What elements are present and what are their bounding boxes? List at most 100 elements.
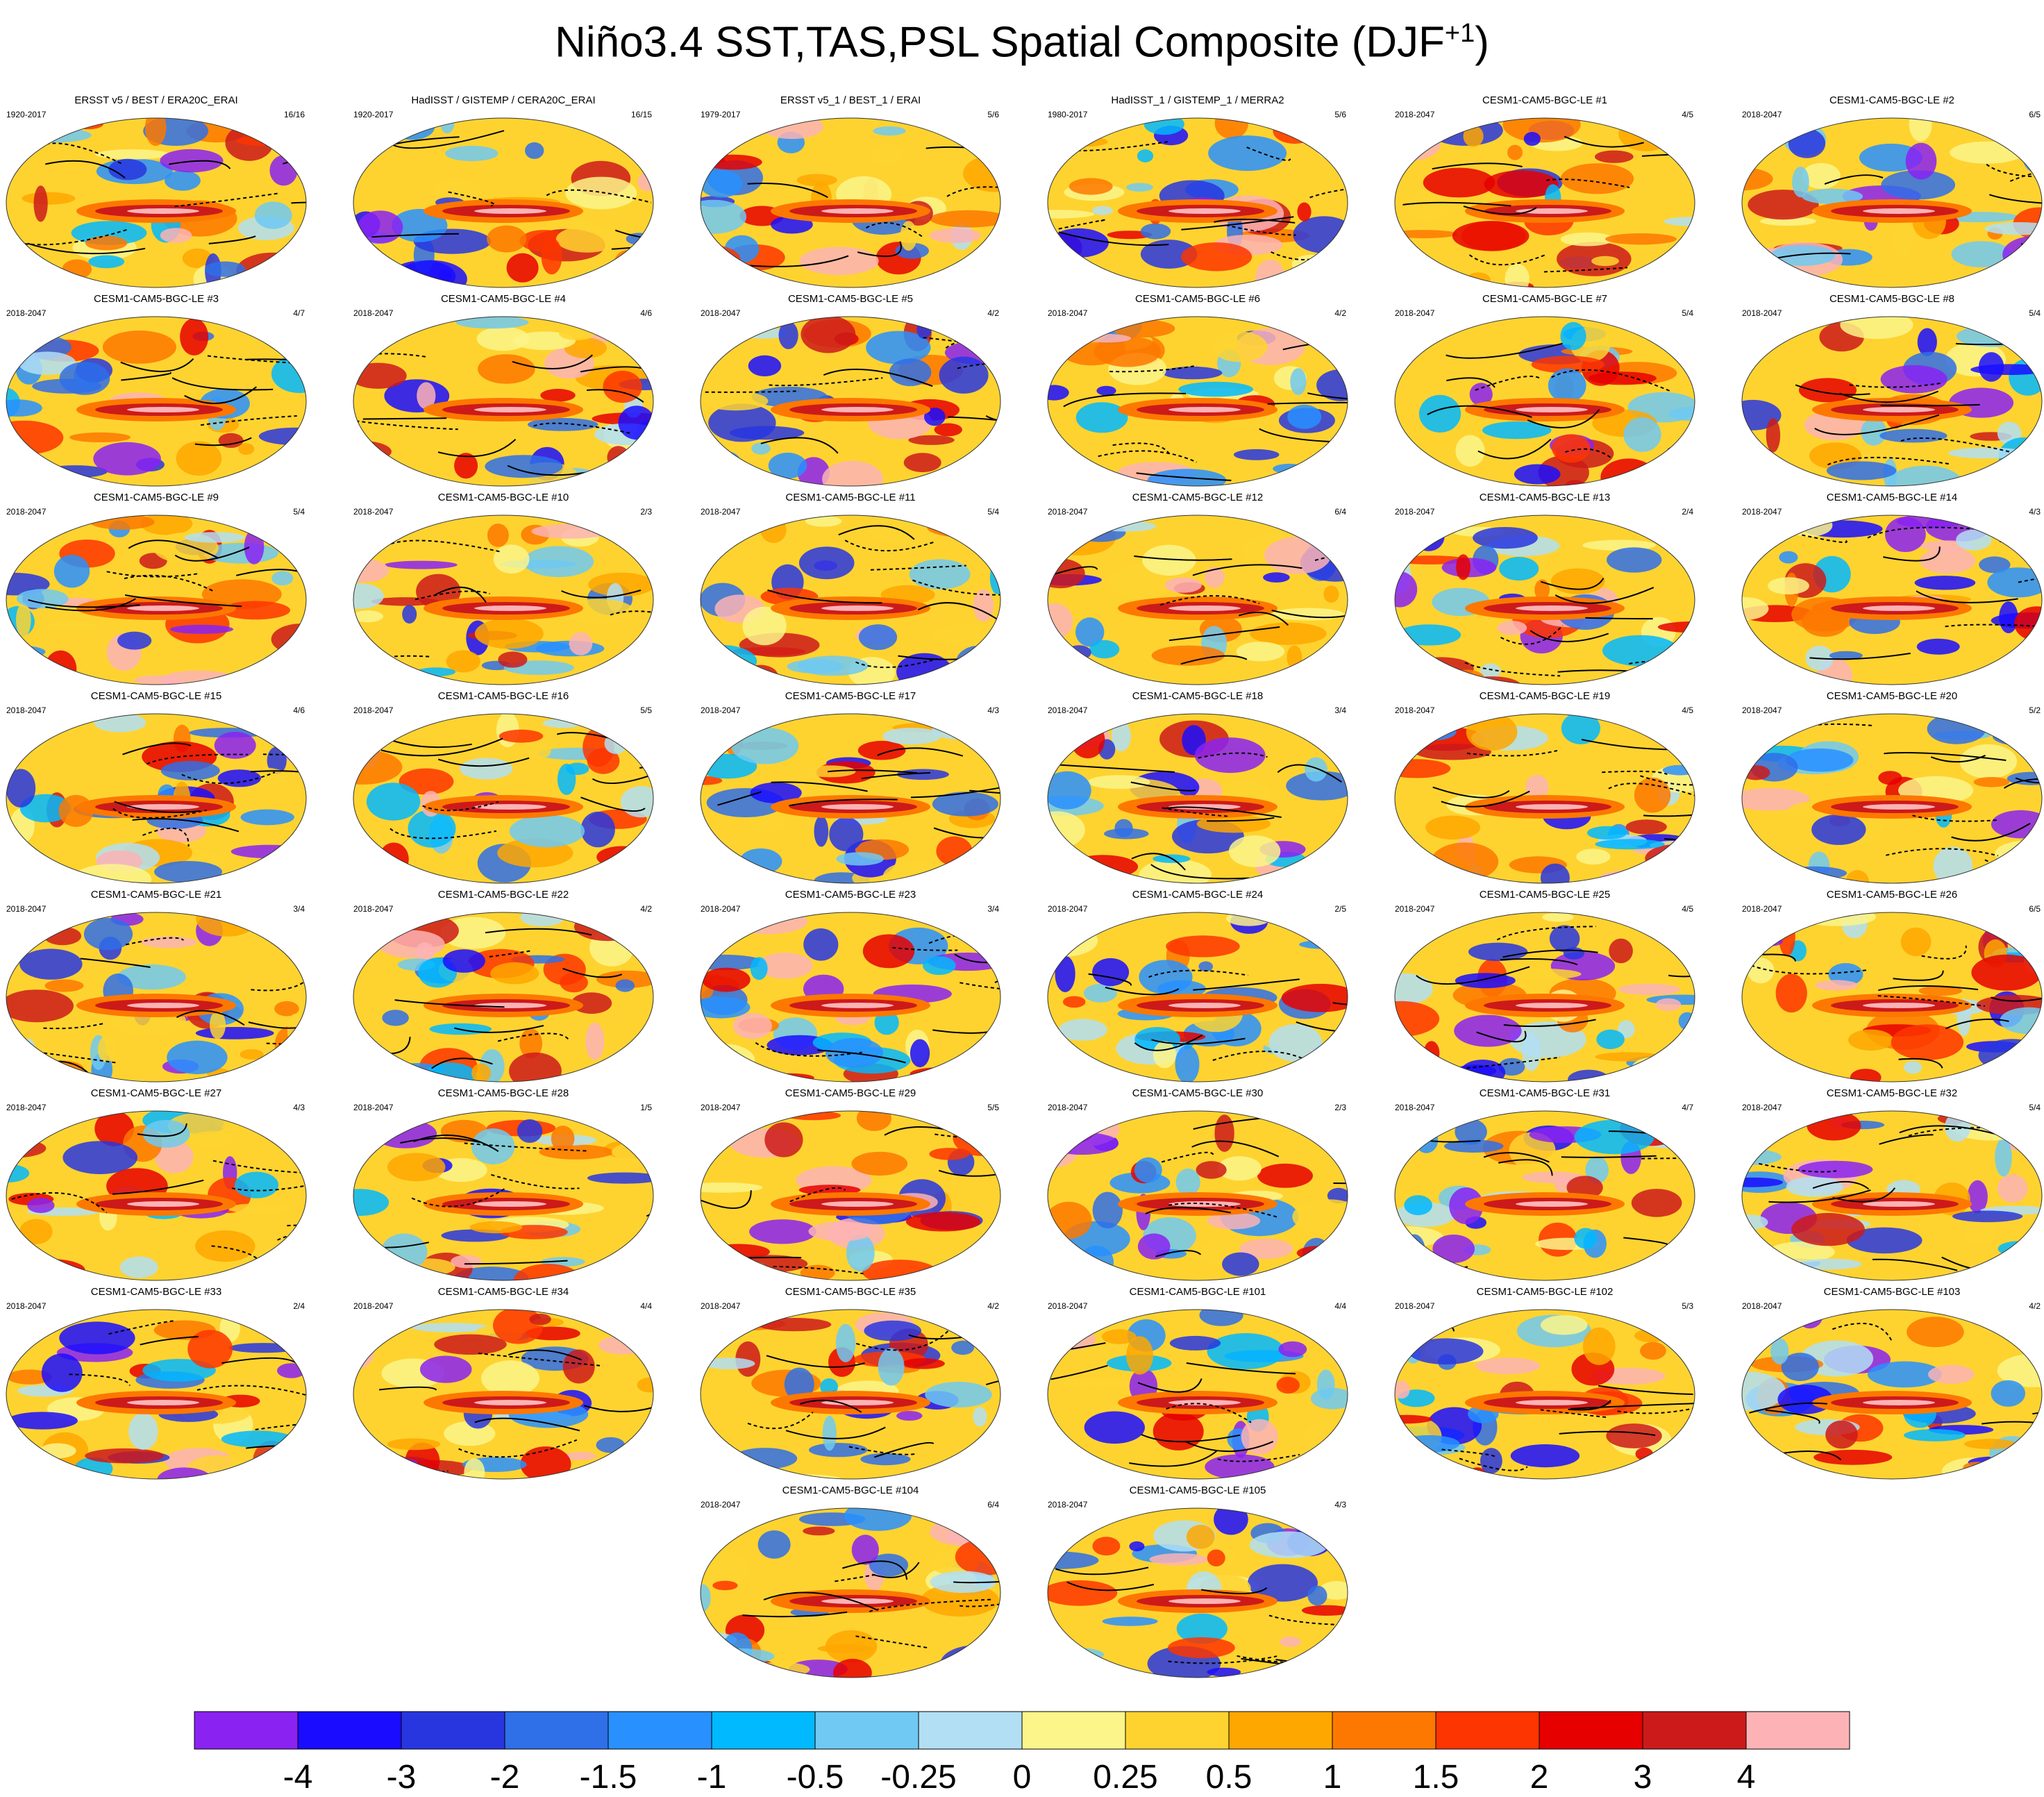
panel-years: 2018-2047 [1395,308,1435,318]
panel-count: 6/5 [2029,904,2041,914]
panel-years: 2018-2047 [1742,110,1782,119]
panel-count: 4/3 [987,705,999,715]
panel-title: CESM1-CAM5-BGC-LE #3 [93,293,219,305]
global-map [353,1309,654,1480]
panel-years: 2018-2047 [1048,705,1088,715]
global-map [1741,515,2043,685]
global-map [1741,1309,2043,1480]
panel-title: ERSST v5 / BEST / ERA20C_ERAI [74,94,238,106]
map-panel: CESM1-CAM5-BGC-LE #18 2018-2047 3/4 [1046,690,1349,887]
map-panel: CESM1-CAM5-BGC-LE #9 2018-2047 5/4 [5,492,308,689]
global-map [1394,515,1695,685]
global-map [700,713,1001,884]
panel-years: 2018-2047 [701,1103,741,1112]
panel-years: 2018-2047 [353,904,394,914]
global-map [6,316,307,487]
panel-count: 16/16 [283,110,305,119]
colorbar-swatch [1642,1711,1747,1750]
panel-title: CESM1-CAM5-BGC-LE #8 [1829,293,1955,305]
colorbar-swatch [1125,1711,1230,1750]
global-map [6,1110,307,1281]
panel-title: CESM1-CAM5-BGC-LE #10 [437,492,569,503]
panel-title: CESM1-CAM5-BGC-LE #34 [437,1286,569,1298]
colorbar-swatch [1021,1711,1126,1750]
colorbar-tick-label: -0.5 [786,1759,844,1796]
map-panel: CESM1-CAM5-BGC-LE #31 2018-2047 4/7 [1393,1087,1696,1285]
panel-count: 6/4 [987,1500,999,1510]
panel-count: 2/5 [1334,904,1346,914]
panel-count: 4/5 [1682,705,1693,715]
global-map [1394,912,1695,1083]
colorbar-swatch [1539,1711,1643,1750]
global-map [1047,117,1348,288]
panel-title: CESM1-CAM5-BGC-LE #102 [1476,1286,1614,1298]
panel-title: CESM1-CAM5-BGC-LE #18 [1132,690,1264,702]
global-map [6,1309,307,1480]
panel-years: 2018-2047 [353,507,394,517]
panel-title: HadISST / GISTEMP / CERA20C_ERAI [411,94,596,106]
panel-years: 2018-2047 [1048,1500,1088,1510]
panel-years: 2018-2047 [701,507,741,517]
global-map [700,912,1001,1083]
panel-title: CESM1-CAM5-BGC-LE #1 [1482,94,1608,106]
panel-title: CESM1-CAM5-BGC-LE #4 [440,293,567,305]
panel-years: 2018-2047 [1395,904,1435,914]
global-map [1047,316,1348,487]
global-map [700,316,1001,487]
panel-years: 2018-2047 [1742,308,1782,318]
panel-title: CESM1-CAM5-BGC-LE #27 [90,1087,222,1099]
panel-title: CESM1-CAM5-BGC-LE #29 [785,1087,916,1099]
panel-count: 5/4 [293,507,305,517]
global-map [1741,912,2043,1083]
panel-years: 1920-2017 [6,110,47,119]
panel-count: 5/2 [2029,705,2041,715]
panel-years: 2018-2047 [6,1103,47,1112]
colorbar-tick-label: 0 [1012,1759,1032,1796]
panel-title: CESM1-CAM5-BGC-LE #104 [782,1485,919,1496]
panel-count: 5/5 [640,705,652,715]
map-panel: CESM1-CAM5-BGC-LE #10 2018-2047 2/3 [352,492,655,689]
panel-title: CESM1-CAM5-BGC-LE #24 [1132,889,1264,901]
panel-title: CESM1-CAM5-BGC-LE #23 [785,889,916,901]
map-panel: CESM1-CAM5-BGC-LE #7 2018-2047 5/4 [1393,293,1696,490]
panel-years: 1979-2017 [701,110,741,119]
global-map [353,1110,654,1281]
colorbar-tick-label: 0.5 [1205,1759,1253,1796]
panel-count: 4/6 [293,705,305,715]
panel-count: 5/4 [2029,308,2041,318]
panel-years: 2018-2047 [6,1301,47,1311]
map-panel: CESM1-CAM5-BGC-LE #33 2018-2047 2/4 [5,1286,308,1483]
global-map [6,912,307,1083]
panel-years: 2018-2047 [1742,1301,1782,1311]
panel-title: CESM1-CAM5-BGC-LE #16 [437,690,569,702]
chart-title: Niño3.4 SST,TAS,PSL Spatial Composite (D… [555,18,1489,67]
colorbar-tick-label: 0.25 [1093,1759,1158,1796]
global-map [1047,912,1348,1083]
global-map [1394,1110,1695,1281]
panel-title: CESM1-CAM5-BGC-LE #25 [1479,889,1611,901]
colorbar-swatch [918,1711,1023,1750]
panel-count: 4/2 [987,308,999,318]
map-panel: CESM1-CAM5-BGC-LE #6 2018-2047 4/2 [1046,293,1349,490]
panel-years: 2018-2047 [701,1500,741,1510]
panel-years: 1980-2017 [1048,110,1088,119]
colorbar-tick-label: 1 [1323,1759,1342,1796]
map-panel: CESM1-CAM5-BGC-LE #11 2018-2047 5/4 [699,492,1002,689]
panel-count: 6/5 [2029,110,2041,119]
panel-title: CESM1-CAM5-BGC-LE #32 [1826,1087,1958,1099]
colorbar-tick-label: 4 [1736,1759,1756,1796]
panel-years: 2018-2047 [1395,1103,1435,1112]
global-map [353,117,654,288]
global-map [1394,316,1695,487]
map-panel: CESM1-CAM5-BGC-LE #5 2018-2047 4/2 [699,293,1002,490]
colorbar-tick-label: 2 [1530,1759,1549,1796]
panel-count: 4/7 [293,308,305,318]
map-panel: CESM1-CAM5-BGC-LE #24 2018-2047 2/5 [1046,889,1349,1086]
global-map [353,713,654,884]
panel-years: 2018-2047 [6,904,47,914]
map-panel: CESM1-CAM5-BGC-LE #22 2018-2047 4/2 [352,889,655,1086]
panel-years: 2018-2047 [1742,705,1782,715]
panel-count: 2/3 [1334,1103,1346,1112]
panel-title: CESM1-CAM5-BGC-LE #14 [1826,492,1958,503]
colorbar-swatch [401,1711,505,1750]
